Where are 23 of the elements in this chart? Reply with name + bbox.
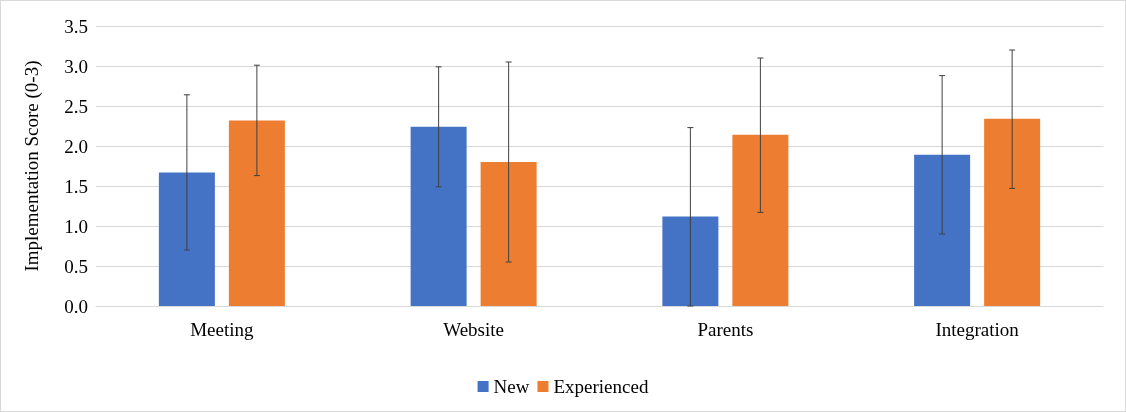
y-tick-label: 3.5: [64, 15, 88, 37]
y-tick-label: 1.0: [64, 215, 88, 237]
y-tick-label: 3.0: [64, 55, 88, 77]
x-tick-label: Parents: [697, 319, 754, 340]
y-tick-label: 1.5: [64, 175, 88, 197]
x-tick-label: Meeting: [190, 319, 255, 340]
bar: [732, 134, 789, 306]
bar: [914, 154, 971, 306]
bar: [984, 118, 1041, 306]
x-tick-label: Website: [443, 319, 504, 340]
bar: [480, 162, 537, 306]
y-tick-label: 0.0: [64, 295, 88, 317]
legend-label: New: [493, 376, 530, 397]
bar: [228, 120, 285, 306]
bar: [410, 126, 467, 306]
y-axis-title: Implementation Score (0-3): [21, 60, 43, 272]
bar: [158, 172, 215, 306]
legend-label: Experienced: [553, 376, 649, 397]
y-tick-label: 0.5: [64, 255, 88, 277]
bar: [662, 216, 719, 306]
x-tick-label: Integration: [935, 319, 1020, 340]
y-tick-label: 2.0: [64, 135, 88, 157]
y-tick-label: 2.5: [64, 95, 88, 117]
